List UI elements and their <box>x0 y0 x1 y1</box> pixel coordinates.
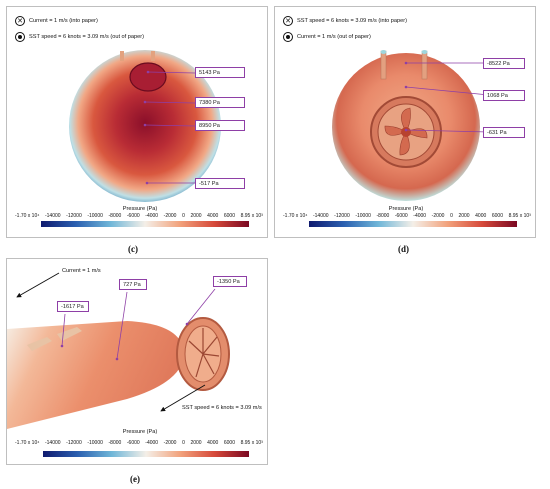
colorbar-ticks: -1.70 x 10⁴ -14000 -12000 -10000 -8000 -6000-… <box>283 213 531 219</box>
callout-minus-1350: -1350 Pa <box>213 276 247 287</box>
propeller-hub <box>401 127 411 137</box>
into-paper-symbol: ✕ <box>283 16 293 26</box>
colorbar-bar <box>43 451 249 457</box>
hull-top-fitting <box>129 62 167 92</box>
callout-8950: 8950 Pa <box>195 120 245 131</box>
hull-side-view <box>7 272 230 429</box>
hull-strut-right <box>151 51 155 61</box>
into-paper-symbol: ✕ <box>15 16 25 26</box>
legend-text: SST speed = 6 knots = 3.09 m/s (into pap… <box>297 18 407 24</box>
probe-point <box>143 123 147 127</box>
propeller-blades <box>384 107 428 156</box>
legend-text: Current = 1 m/s (into paper) <box>29 18 98 24</box>
panel-e: Current = 1 m/s SST speed = 6 knots = 3.… <box>6 258 268 465</box>
current-label: Current = 1 m/s <box>62 268 101 274</box>
probe-point <box>145 181 149 185</box>
colorbar-title: Pressure (Pa) <box>122 206 158 212</box>
callout-1068: 1068 Pa <box>483 90 525 101</box>
out-of-paper-symbol <box>283 32 293 42</box>
leader-line <box>116 291 128 360</box>
callout-minus-631: -631 Pa <box>483 127 525 138</box>
current-arrow <box>16 272 60 298</box>
propeller-blades <box>188 328 220 378</box>
callout-minus-517: -517 Pa <box>195 178 245 189</box>
sst-label: SST speed = 6 knots = 3.09 m/s <box>182 405 262 411</box>
callout-minus-1617: -1617 Pa <box>57 301 89 312</box>
hull-body <box>7 321 179 429</box>
callout-727: 727 Pa <box>119 279 147 290</box>
hull-front-view <box>69 50 221 202</box>
leader-line <box>144 124 196 127</box>
colorbar-title: Pressure (Pa) <box>122 429 158 435</box>
probe-point <box>60 344 64 348</box>
legend-text: Current = 1 m/s (out of paper) <box>297 34 371 40</box>
hull-rear-view <box>332 50 490 201</box>
panel-d: ✕ SST speed = 6 knots = 3.09 m/s (into p… <box>274 6 536 238</box>
leader-line <box>186 288 216 325</box>
sst-arrow <box>160 384 206 412</box>
probe-point <box>115 357 119 361</box>
colorbar-title: Pressure (Pa) <box>388 206 424 212</box>
caption-d: (d) <box>398 244 409 254</box>
leader-line <box>147 71 196 74</box>
callout-minus-8522: -8522 Pa <box>483 58 525 69</box>
hull-strut-left <box>120 51 124 61</box>
out-of-paper-symbol <box>15 32 25 42</box>
leader-line <box>405 129 490 133</box>
callout-5143: 5143 Pa <box>195 67 245 78</box>
hull-strut <box>57 327 82 341</box>
leader-line <box>405 86 490 96</box>
legend-row-current: ✕ Current = 1 m/s (into paper) <box>15 16 98 26</box>
leader-line <box>61 313 66 347</box>
legend-row-current: Current = 1 m/s (out of paper) <box>283 32 371 42</box>
hull-strut-right <box>421 50 428 80</box>
probe-point <box>185 322 189 326</box>
colorbar-bar <box>41 221 249 227</box>
colorbar-ticks: -1.70 x 10⁴ -14000 -12000 -10000 -8000 -6000-… <box>15 213 263 219</box>
legend-text: SST speed = 6 knots = 3.09 m/s (out of p… <box>29 34 144 40</box>
probe-point <box>146 70 150 74</box>
caption-c: (c) <box>128 244 138 254</box>
colorbar-ticks: -1.70 x 10⁴ -14000 -12000 -10000 -8000 -6000-… <box>15 440 263 446</box>
leader-line <box>144 101 196 104</box>
hull-strut <box>27 337 52 351</box>
legend-row-sst: SST speed = 6 knots = 3.09 m/s (out of p… <box>15 32 144 42</box>
caption-e: (e) <box>130 474 140 484</box>
panel-c: ✕ Current = 1 m/s (into paper) SST speed… <box>6 6 268 238</box>
probe-point <box>404 85 408 89</box>
probe-point <box>143 100 147 104</box>
callout-7380: 7380 Pa <box>195 97 245 108</box>
hull-strut-left <box>380 50 387 80</box>
probe-point <box>404 128 408 132</box>
legend-row-sst: ✕ SST speed = 6 knots = 3.09 m/s (into p… <box>283 16 407 26</box>
colorbar-bar <box>309 221 517 227</box>
probe-point <box>404 61 408 65</box>
